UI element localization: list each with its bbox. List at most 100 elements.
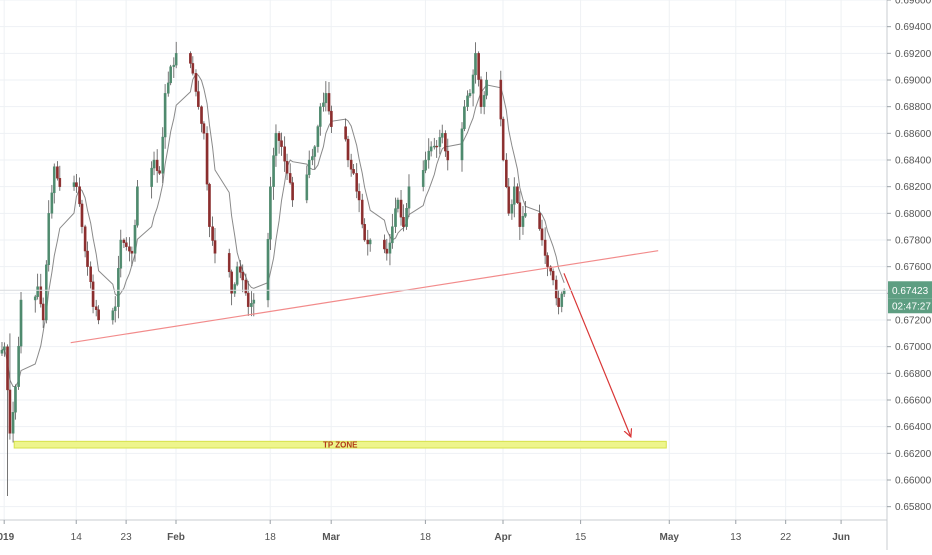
candle-body[interactable] xyxy=(327,93,331,112)
candle-body[interactable] xyxy=(482,95,486,107)
candle-body[interactable] xyxy=(388,242,392,254)
candle-body[interactable] xyxy=(307,159,311,175)
candle-body[interactable] xyxy=(510,204,514,214)
candle-body[interactable] xyxy=(546,255,549,267)
candle-body[interactable] xyxy=(499,79,503,120)
candle-body[interactable] xyxy=(512,186,516,205)
candle-body[interactable] xyxy=(554,279,558,299)
candle-body[interactable] xyxy=(122,239,126,243)
candle-body[interactable] xyxy=(288,173,292,183)
candle-body[interactable] xyxy=(521,216,525,227)
candle-body[interactable] xyxy=(97,309,100,321)
candle-body[interactable] xyxy=(241,272,245,281)
candle-body[interactable] xyxy=(460,128,464,161)
tp-zone-rect[interactable] xyxy=(13,440,667,449)
candle-body[interactable] xyxy=(50,192,54,214)
candle-body[interactable] xyxy=(155,159,159,171)
candle-body[interactable] xyxy=(466,95,469,107)
candle-body[interactable] xyxy=(551,270,555,281)
candle-body[interactable] xyxy=(505,159,508,188)
candle-body[interactable] xyxy=(211,226,214,241)
candle-body[interactable] xyxy=(349,159,353,170)
candle-body[interactable] xyxy=(319,106,322,127)
candle-body[interactable] xyxy=(266,239,270,301)
candle-body[interactable] xyxy=(111,310,115,321)
candle-body[interactable] xyxy=(117,268,120,307)
candle-body[interactable] xyxy=(363,224,366,241)
candle-body[interactable] xyxy=(197,91,200,107)
candle-body[interactable] xyxy=(75,182,78,187)
candle-body[interactable] xyxy=(91,281,95,307)
candle-body[interactable] xyxy=(33,296,37,301)
candle-body[interactable] xyxy=(501,118,505,161)
candle-body[interactable] xyxy=(549,266,552,272)
candle-body[interactable] xyxy=(562,290,566,295)
candle-body[interactable] xyxy=(17,345,20,387)
candle-body[interactable] xyxy=(58,178,62,187)
candle-body[interactable] xyxy=(119,239,123,269)
candle-body[interactable] xyxy=(235,266,239,285)
candle-body[interactable] xyxy=(277,133,281,141)
candle-body[interactable] xyxy=(202,123,206,134)
support-trendline[interactable] xyxy=(70,250,659,344)
candle-body[interactable] xyxy=(440,133,444,138)
candle-body[interactable] xyxy=(239,266,242,273)
candle-body[interactable] xyxy=(8,389,12,434)
candle-body[interactable] xyxy=(194,73,198,92)
candle-body[interactable] xyxy=(355,173,358,192)
candle-body[interactable] xyxy=(269,186,272,240)
candle-body[interactable] xyxy=(291,182,294,201)
candle-body[interactable] xyxy=(444,133,447,152)
candle-body[interactable] xyxy=(45,264,48,321)
candle-body[interactable] xyxy=(516,186,519,203)
candle-body[interactable] xyxy=(432,145,436,148)
projection-arrow[interactable] xyxy=(563,273,631,436)
candle-body[interactable] xyxy=(468,93,472,97)
candle-body[interactable] xyxy=(128,246,131,252)
candle-body[interactable] xyxy=(391,226,394,244)
candle-body[interactable] xyxy=(205,133,209,185)
candle-body[interactable] xyxy=(324,93,328,104)
candle-body[interactable] xyxy=(357,191,361,201)
candle-body[interactable] xyxy=(407,186,411,209)
candle-body[interactable] xyxy=(233,284,237,294)
candle-body[interactable] xyxy=(311,156,314,161)
candle-body[interactable] xyxy=(402,217,405,227)
candle-body[interactable] xyxy=(518,202,522,227)
candle-body[interactable] xyxy=(89,266,92,283)
candle-body[interactable] xyxy=(250,303,253,307)
candle-body[interactable] xyxy=(133,225,137,254)
candle-body[interactable] xyxy=(169,66,172,84)
candle-body[interactable] xyxy=(477,53,480,80)
candle-body[interactable] xyxy=(394,208,397,227)
candle-body[interactable] xyxy=(72,182,76,187)
candle-body[interactable] xyxy=(274,133,278,156)
candle-body[interactable] xyxy=(52,166,56,194)
candle-body[interactable] xyxy=(474,53,477,76)
candle-body[interactable] xyxy=(405,208,408,227)
candle-body[interactable] xyxy=(19,299,23,347)
candle-body[interactable] xyxy=(208,183,211,227)
candle-body[interactable] xyxy=(538,213,541,229)
candle-body[interactable] xyxy=(14,386,17,413)
candle-body[interactable] xyxy=(285,160,289,174)
candle-body[interactable] xyxy=(78,186,81,205)
candle-body[interactable] xyxy=(368,239,372,245)
candle-body[interactable] xyxy=(56,166,59,179)
candle-body[interactable] xyxy=(485,79,488,96)
candle-body[interactable] xyxy=(479,79,483,107)
candle-body[interactable] xyxy=(385,248,389,254)
candle-body[interactable] xyxy=(191,63,195,74)
candle-body[interactable] xyxy=(161,136,165,174)
candle-body[interactable] xyxy=(3,346,6,351)
candle-body[interactable] xyxy=(396,199,400,209)
candle-body[interactable] xyxy=(344,126,347,140)
candle-body[interactable] xyxy=(557,297,560,307)
candle-body[interactable] xyxy=(213,240,217,254)
candle-body[interactable] xyxy=(200,106,203,124)
candle-body[interactable] xyxy=(83,226,87,252)
candle-body[interactable] xyxy=(6,346,9,391)
candle-body[interactable] xyxy=(543,239,547,256)
candle-body[interactable] xyxy=(80,203,84,227)
candle-body[interactable] xyxy=(421,170,425,187)
